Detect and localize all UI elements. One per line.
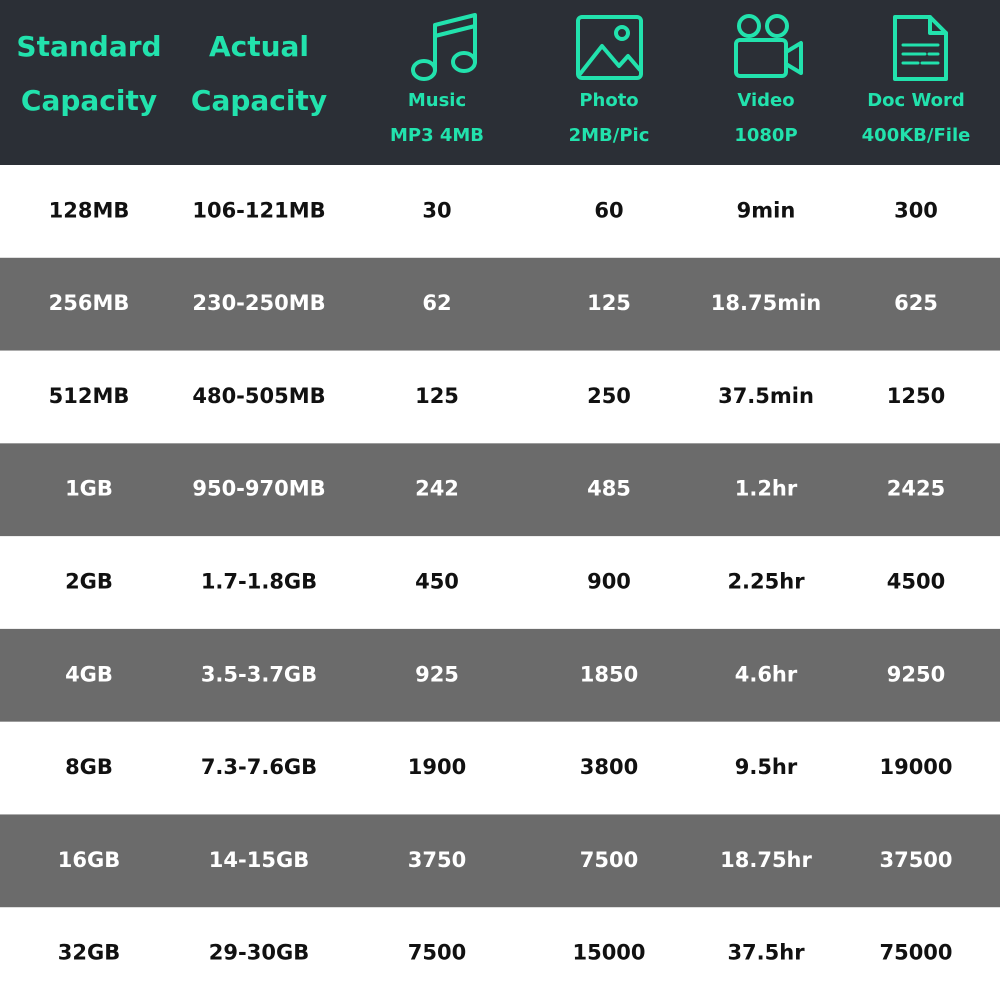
header-label: Capacity (21, 84, 157, 117)
cell: 1.2hr (735, 477, 798, 501)
header-label: MP3 4MB (390, 125, 484, 146)
music-icon (411, 13, 477, 81)
video-icon (734, 14, 803, 78)
row-bg (0, 257, 1000, 352)
header-bg (0, 0, 1000, 165)
row-bg (0, 536, 1000, 630)
cell: 18.75min (711, 291, 821, 315)
doc-icon (893, 15, 948, 81)
cell: 37.5hr (727, 941, 805, 965)
row-bg (0, 443, 1000, 537)
row-bg (0, 628, 1000, 723)
cell: 30 (422, 198, 451, 222)
cell: 485 (587, 477, 631, 501)
header-label: 2MB/Pic (569, 125, 650, 146)
cell: 62 (422, 291, 451, 315)
cell: 125 (587, 291, 631, 315)
header-label: Standard (16, 30, 161, 63)
cell: 128MB (49, 198, 130, 222)
cell: 3750 (408, 848, 466, 872)
cell: 29-30GB (209, 941, 309, 965)
cell: 7500 (408, 941, 466, 965)
cell: 4GB (65, 662, 113, 686)
cell: 8GB (65, 755, 113, 779)
cell: 230-250MB (192, 291, 325, 315)
row-bg (0, 814, 1000, 908)
cell: 18.75hr (720, 848, 812, 872)
cell: 950-970MB (192, 477, 325, 501)
cell: 106-121MB (192, 198, 325, 222)
cell: 480-505MB (192, 384, 325, 408)
header-label: Doc Word (867, 90, 965, 111)
cell: 75000 (879, 941, 952, 965)
cell: 1GB (65, 477, 113, 501)
cell: 2425 (887, 477, 945, 501)
cell: 1.7-1.8GB (201, 570, 317, 594)
header-label: 400KB/File (862, 125, 971, 146)
header-label: Capacity (191, 84, 327, 117)
cell: 37500 (879, 848, 952, 872)
header-label: 1080P (734, 125, 797, 146)
cell: 7500 (580, 848, 638, 872)
cell: 250 (587, 384, 631, 408)
cell: 7.3-7.6GB (201, 755, 317, 779)
cell: 19000 (879, 755, 952, 779)
header-label: Actual (209, 30, 309, 63)
header-label: Photo (579, 90, 638, 111)
cell: 9250 (887, 662, 945, 686)
header-label: Music (408, 90, 466, 111)
cell: 14-15GB (209, 848, 309, 872)
cell: 242 (415, 477, 459, 501)
cell: 15000 (572, 941, 645, 965)
cell: 1850 (580, 662, 638, 686)
row-bg (0, 721, 1000, 815)
row-bg (0, 350, 1000, 444)
cell: 256MB (49, 291, 130, 315)
cell: 4500 (887, 570, 945, 594)
cell: 60 (594, 198, 623, 222)
row-bg (0, 165, 1000, 259)
cell: 2.25hr (727, 570, 805, 594)
cell: 1900 (408, 755, 466, 779)
row-bg (0, 907, 1000, 1000)
cell: 32GB (58, 941, 120, 965)
cell: 3800 (580, 755, 638, 779)
cell: 3.5-3.7GB (201, 662, 317, 686)
header-label: Video (737, 90, 794, 111)
cell: 16GB (58, 848, 120, 872)
cell: 625 (894, 291, 938, 315)
cell: 9min (737, 198, 796, 222)
cell: 37.5min (718, 384, 814, 408)
cell: 900 (587, 570, 631, 594)
cell: 1250 (887, 384, 945, 408)
cell: 9.5hr (735, 755, 798, 779)
photo-icon (576, 15, 643, 80)
cell: 300 (894, 198, 938, 222)
cell: 4.6hr (735, 662, 798, 686)
cell: 2GB (65, 570, 113, 594)
cell: 450 (415, 570, 459, 594)
cell: 512MB (49, 384, 130, 408)
cell: 925 (415, 662, 459, 686)
cell: 125 (415, 384, 459, 408)
